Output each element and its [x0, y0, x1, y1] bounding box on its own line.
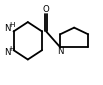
Text: O: O: [43, 5, 50, 14]
Text: N: N: [5, 48, 11, 57]
Text: N: N: [57, 47, 64, 56]
Text: N: N: [5, 24, 11, 33]
Text: H: H: [9, 22, 15, 28]
Text: H: H: [9, 46, 15, 52]
